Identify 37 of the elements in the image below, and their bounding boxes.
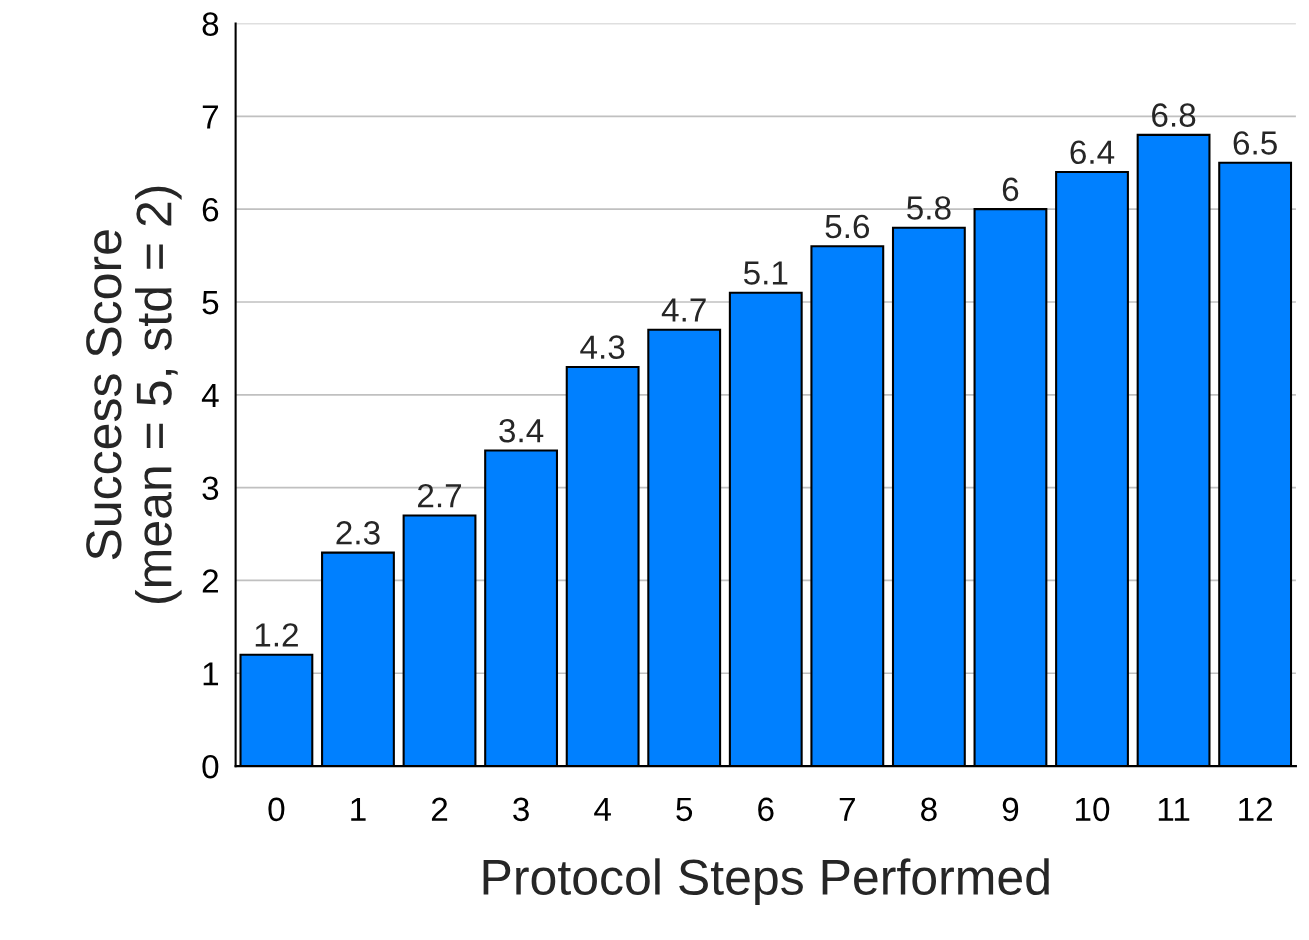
x-tick-label: 10	[1076, 797, 1110, 822]
x-tick-label: 11	[1158, 797, 1190, 821]
y-tick-label: 7	[202, 105, 218, 129]
y-tick-label: 0	[202, 754, 219, 779]
y-tick-label: 2	[202, 569, 218, 593]
y-tick-label: 5	[202, 291, 219, 315]
x-tick-label: 12	[1239, 797, 1272, 821]
data-label: 6	[1002, 177, 1019, 202]
data-label: 6.5	[1233, 131, 1277, 155]
data-label: 5.1	[743, 261, 788, 285]
data-label: 2.7	[418, 483, 462, 508]
y-axis-title: Success Score (mean = 5, std = 2)	[86, 186, 182, 603]
x-axis-title: Protocol Steps Performed	[483, 858, 1049, 905]
x-tick-label: 4	[594, 797, 611, 821]
x-tick-label: 8	[921, 797, 937, 822]
data-label: 5.8	[907, 196, 951, 220]
y-tick-label: 4	[201, 383, 219, 407]
x-tick-label: 2	[431, 797, 448, 821]
x-tick-label: 5	[676, 797, 693, 822]
data-label: 4.3	[580, 335, 625, 359]
data-label: 6.4	[1070, 140, 1115, 165]
x-tick-label: 1	[351, 797, 366, 821]
y-tick-label: 1	[203, 662, 219, 686]
data-label: 4.7	[661, 298, 706, 322]
data-label: 2.3	[336, 521, 380, 545]
x-tick-label: 0	[268, 797, 285, 822]
data-label: 1.2	[255, 623, 298, 647]
x-tick-label: 9	[1002, 797, 1019, 822]
x-tick-label: 6	[758, 797, 774, 822]
y-tick-label: 3	[202, 476, 219, 501]
x-tick-label: 7	[839, 797, 855, 821]
y-tick-label: 6	[202, 197, 219, 222]
data-label: 3.4	[499, 418, 544, 443]
x-tick-label: 3	[513, 797, 529, 822]
data-label: 5.6	[825, 214, 870, 239]
data-label: 6.8	[1152, 103, 1196, 127]
y-tick-label: 8	[202, 12, 219, 36]
